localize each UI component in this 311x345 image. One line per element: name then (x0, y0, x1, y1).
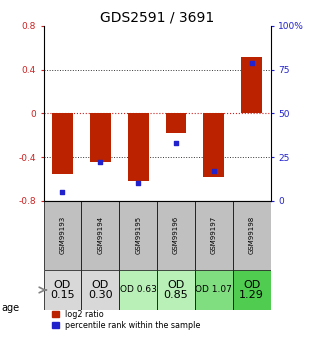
Bar (165, 114, 186, 133)
Point (211, 168, 216, 174)
Text: OD
1.29: OD 1.29 (239, 279, 264, 300)
Point (98, 160, 103, 165)
Legend: log2 ratio, percentile rank within the sample: log2 ratio, percentile rank within the s… (52, 309, 200, 330)
Text: OD
0.85: OD 0.85 (164, 279, 188, 300)
FancyBboxPatch shape (195, 270, 233, 310)
FancyBboxPatch shape (119, 201, 157, 270)
FancyBboxPatch shape (157, 201, 195, 270)
Point (249, 60, 254, 66)
Text: OD 1.07: OD 1.07 (195, 285, 232, 295)
Text: OD
0.30: OD 0.30 (88, 279, 113, 300)
Text: GSM99193: GSM99193 (59, 216, 65, 254)
FancyBboxPatch shape (195, 201, 233, 270)
Text: GSM99194: GSM99194 (97, 216, 103, 254)
Bar (90, 114, 111, 161)
Text: OD
0.15: OD 0.15 (50, 279, 75, 300)
Point (60, 189, 65, 195)
FancyBboxPatch shape (119, 270, 157, 310)
Title: GDS2591 / 3691: GDS2591 / 3691 (100, 11, 214, 25)
FancyBboxPatch shape (44, 201, 81, 270)
Bar (203, 114, 224, 177)
Bar (52, 114, 73, 174)
FancyBboxPatch shape (81, 201, 119, 270)
FancyBboxPatch shape (233, 270, 271, 310)
Text: GSM99197: GSM99197 (211, 216, 217, 254)
Text: GSM99196: GSM99196 (173, 216, 179, 254)
Point (174, 140, 179, 146)
Bar (128, 114, 149, 181)
Text: OD 0.63: OD 0.63 (120, 285, 156, 295)
FancyBboxPatch shape (81, 270, 119, 310)
Bar (241, 57, 262, 114)
FancyBboxPatch shape (44, 270, 81, 310)
FancyBboxPatch shape (233, 201, 271, 270)
Text: GSM99195: GSM99195 (135, 216, 141, 254)
Point (136, 181, 141, 186)
FancyBboxPatch shape (157, 270, 195, 310)
Text: GSM99198: GSM99198 (249, 216, 255, 254)
Text: age: age (2, 303, 20, 313)
